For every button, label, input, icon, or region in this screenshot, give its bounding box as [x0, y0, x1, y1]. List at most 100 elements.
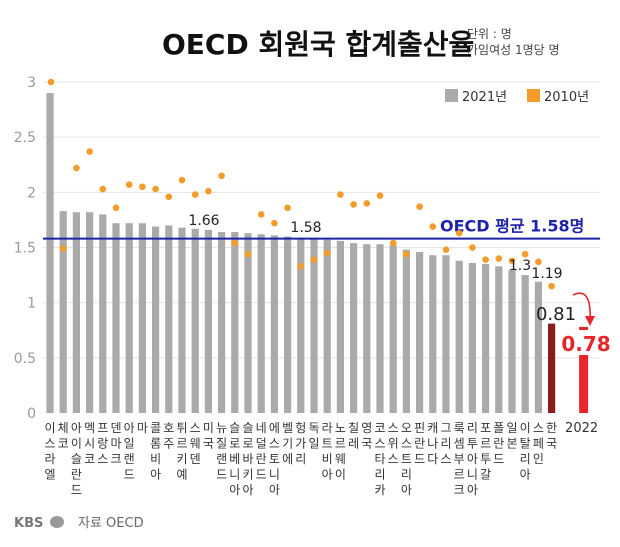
bar-2021: [297, 237, 305, 413]
bar-2021: [363, 244, 371, 413]
y-tick-label: 0: [27, 406, 36, 422]
dot-2010: [535, 258, 542, 266]
bar-2021: [178, 227, 186, 413]
bar-2021: [521, 275, 529, 413]
bar-2021: [402, 249, 410, 413]
dot-2010: [112, 204, 120, 212]
legend-label-2010: 2010년: [544, 90, 589, 105]
dot-2010: [416, 203, 423, 210]
bar-2021: [389, 245, 397, 413]
dot-2010: [297, 262, 305, 270]
x-tick-label: 마: [137, 421, 148, 435]
bar-2021: [482, 264, 490, 413]
bar-2021: [231, 232, 239, 413]
dot-2010: [469, 244, 476, 251]
dot-2010: [59, 245, 67, 252]
bar-2021: [508, 269, 516, 413]
kbs-logo-text: KBS: [14, 516, 43, 531]
dot-2010: [403, 250, 410, 258]
bar-2021: [350, 243, 358, 413]
dot-2010: [165, 193, 173, 201]
bar-2021: [455, 260, 463, 413]
dot-2010: [231, 239, 239, 247]
dot-2010: [455, 229, 463, 237]
dot-2010: [244, 250, 252, 258]
bar-2021: [244, 233, 252, 413]
bar-2021: [112, 223, 120, 413]
kbs-logo: KBS: [14, 516, 64, 531]
y-tick-label: 2.5: [14, 130, 36, 146]
bar-2021: [165, 225, 173, 413]
y-tick-label: 1.5: [14, 241, 36, 257]
korea-2022-label: 0.78: [561, 332, 610, 356]
bar-value-label: 0.81: [536, 304, 576, 325]
legend-swatch-2010: [527, 89, 540, 102]
bar-2021: [534, 281, 542, 413]
legend-label-2021: 2021년: [462, 90, 507, 105]
bar-value-label: 1.3: [509, 258, 531, 274]
bar-2021: [99, 214, 107, 413]
dot-2010: [191, 191, 199, 198]
plot-area: 0 0.5 1 1.5 2 2.5 3 OECD 평균 1.58명 1.66 1.58 1.3 1.1…: [14, 75, 611, 497]
dot-2010: [508, 257, 516, 265]
dot-2010: [389, 239, 397, 247]
dot-2010: [429, 223, 437, 230]
bar-2021: [125, 223, 133, 413]
bar-2021: [468, 262, 476, 413]
bar-2021: [270, 235, 278, 413]
bar-2021: [336, 240, 344, 413]
dot-2010: [442, 246, 450, 254]
dot-2010: [178, 176, 186, 184]
dot-2010: [205, 187, 212, 195]
source-note: 자료 OECD: [78, 516, 144, 531]
dot-2010: [337, 191, 344, 198]
dot-2010: [495, 255, 503, 262]
bar-korea-2022: [579, 326, 589, 413]
bar-2021: [86, 212, 94, 413]
average-label: OECD 평균 1.58명: [440, 217, 584, 236]
bar-2021: [72, 212, 80, 413]
average-label-bg: [436, 214, 599, 237]
dot-2010: [257, 211, 265, 218]
y-tick-label: 2: [27, 185, 36, 201]
unit-subtitle: 가임여성 1명당 명: [467, 43, 560, 57]
dot-2010: [86, 148, 93, 155]
dot-2010: [310, 256, 318, 263]
bar-2021: [284, 236, 292, 413]
dot-2010: [271, 219, 278, 227]
bar-2021: [191, 228, 199, 413]
bar-2021: [495, 266, 503, 413]
unit-label: 단위 : 명: [467, 27, 512, 41]
bar-value-label: 1.58: [290, 220, 321, 236]
bar-value-label: 1.66: [188, 213, 219, 229]
kbs-logo-icon: [50, 516, 64, 528]
bar-2021: [429, 255, 437, 413]
